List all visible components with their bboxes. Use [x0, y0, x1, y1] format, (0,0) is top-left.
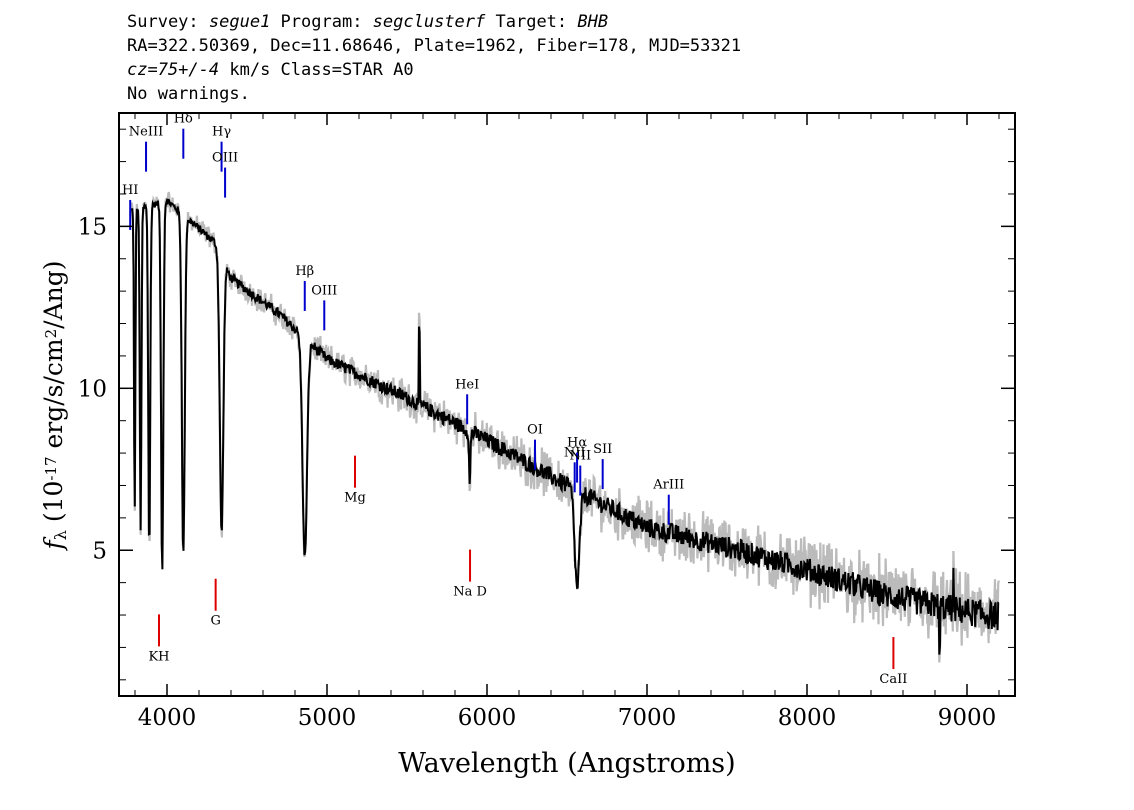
emission-line-label-0: HI [122, 183, 138, 198]
spectrum-header: Survey: segue1 Program: segclusterf Targ… [127, 10, 741, 106]
program-label: Program: [270, 12, 373, 32]
y-tick-label-5: 5 [92, 538, 107, 564]
header-line-warnings: No warnings. [127, 84, 250, 104]
survey-label: Survey: [127, 12, 209, 32]
absorption-line-label-1: G [210, 614, 220, 629]
emission-line-label-9: NII [564, 445, 586, 460]
x-tick-label-6000: 6000 [458, 705, 517, 731]
emission-line-label-11: NII [569, 449, 591, 464]
class-text: km/s Class=STAR A0 [219, 60, 414, 80]
target-label: Target: [485, 12, 578, 32]
survey-value: segue1 [208, 12, 271, 32]
x-tick-label-9000: 9000 [938, 705, 997, 731]
absorption-line-label-0: KH [148, 649, 169, 664]
emission-line-label-2: Hδ [174, 112, 193, 127]
emission-line-label-4: OIII [212, 151, 238, 166]
header-line-coordinates: RA=322.50369, Dec=11.68646, Plate=1962, … [127, 36, 742, 56]
x-tick-label-5000: 5000 [298, 705, 357, 731]
emission-line-label-10: Hα [567, 436, 587, 451]
program-value: segclusterf [372, 12, 486, 32]
emission-line-label-6: OIII [311, 283, 337, 298]
emission-line-label-1: NeIII [129, 125, 163, 140]
y-axis-label: fλ (10-17 erg/s/cm2/Ang) [39, 260, 70, 551]
flux-spectrum-line [130, 197, 1000, 655]
redshift-value: cz=75+/-4 [127, 60, 220, 80]
axis-layer: 4000 5000 6000 7000 8000 9000 5 10 15 [78, 113, 1015, 731]
header-line-survey: Survey: segue1 Program: segclusterf Targ… [127, 10, 741, 34]
emission-line-label-7: HeI [455, 377, 479, 392]
absorption-line-label-4: CaII [879, 672, 907, 687]
plot-frame [118, 112, 1016, 697]
absorption-line-label-3: Na D [453, 585, 487, 600]
emission-line-label-8: OI [527, 423, 543, 438]
emission-line-label-3: Hγ [212, 125, 231, 140]
y-tick-label-15: 15 [78, 214, 107, 240]
x-tick-label-4000: 4000 [138, 705, 197, 731]
emission-line-label-5: Hβ [295, 264, 314, 279]
y-tick-label-10: 10 [78, 376, 107, 402]
x-tick-label-8000: 8000 [778, 705, 837, 731]
emission-line-label-12: SII [593, 442, 612, 457]
header-line-redshift: cz=75+/-4 km/s Class=STAR A0 [127, 58, 741, 82]
absorption-line-label-2: Mg [344, 491, 366, 506]
target-value: BHB [577, 12, 609, 32]
emission-line-label-13: ArIII [652, 478, 684, 493]
x-axis-label: Wavelength (Angstroms) [398, 748, 735, 779]
x-tick-label-7000: 7000 [618, 705, 677, 731]
